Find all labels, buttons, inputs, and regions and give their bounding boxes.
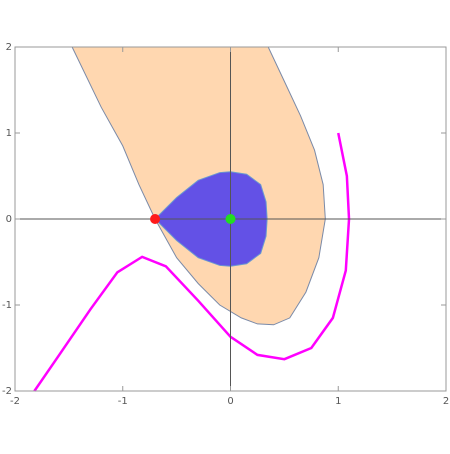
y-tick-label: -2 — [2, 386, 12, 397]
curve — [33, 132, 351, 392]
x-tick-label: 2 — [443, 396, 449, 407]
point — [150, 214, 161, 224]
y-tick-label: 2 — [6, 42, 12, 53]
x-tick-label: -2 — [10, 396, 20, 407]
y-tick-label: -1 — [2, 300, 12, 311]
x-tick-label: 0 — [227, 396, 233, 407]
y-tick-label: 0 — [6, 214, 12, 225]
x-tick-label: -1 — [118, 396, 128, 407]
point — [225, 214, 236, 224]
x-tick-label: 1 — [335, 396, 341, 407]
y-tick-label: 1 — [6, 128, 12, 139]
